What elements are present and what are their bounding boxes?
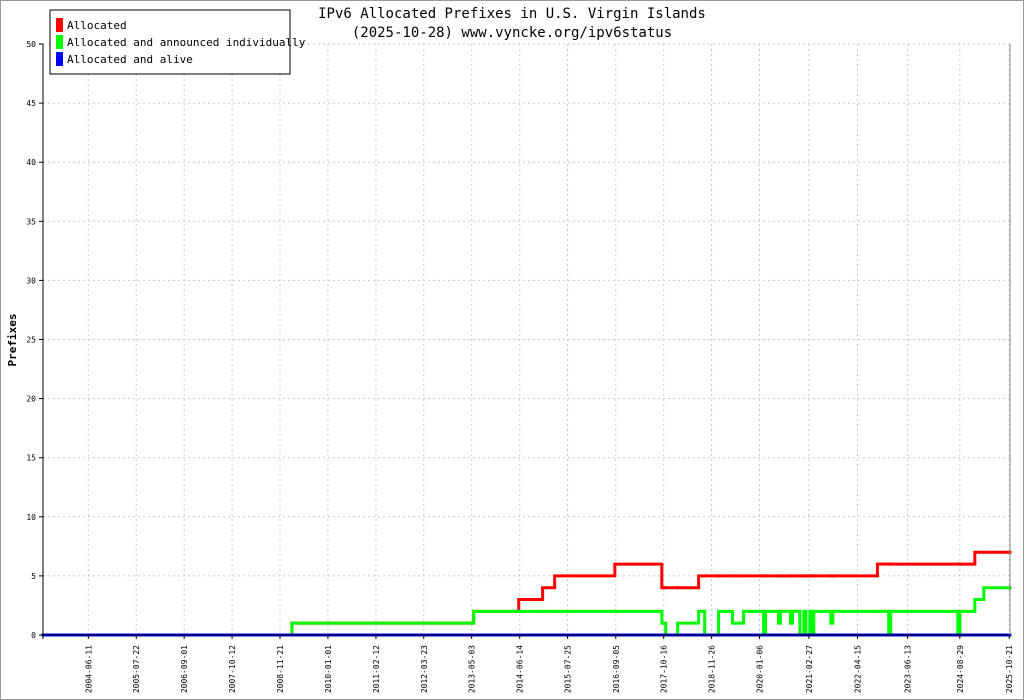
y-tick-label: 40 (26, 158, 36, 167)
x-tick-label: 2010-01-01 (324, 645, 333, 693)
x-tick-label: 2007-10-12 (228, 645, 237, 693)
x-tick-label: 2015-07-25 (564, 645, 573, 693)
axes: 0 5 10 15 20 25 30 35 40 45 50 2004-06-11 2005-07-22… (26, 40, 1014, 693)
x-tick-label: 2025-10-21 (1005, 645, 1014, 693)
x-tick-label: 2004-06-11 (84, 645, 93, 693)
y-tick-label: 25 (26, 336, 36, 345)
chart-title: IPv6 Allocated Prefixes in U.S. Virgin I… (318, 6, 706, 22)
x-tick-label: 2005-07-22 (132, 645, 141, 693)
y-tick-label: 30 (26, 276, 36, 285)
chart-subtitle: (2025-10-28) www.vyncke.org/ipv6status (352, 25, 672, 41)
x-tick-label: 2013-05-03 (468, 645, 477, 693)
x-tick-label: 2014-06-14 (516, 645, 525, 693)
y-tick-label: 45 (26, 99, 36, 108)
y-tick-label: 50 (26, 40, 36, 49)
legend-swatch (56, 52, 63, 66)
x-tick-label: 2011-02-12 (372, 645, 381, 693)
x-tick-label: 2024-08-29 (956, 645, 965, 693)
legend-box (49, 9, 291, 75)
legend-swatch (56, 35, 63, 49)
x-tick-label: 2018-11-26 (708, 645, 717, 693)
y-tick-label: 15 (26, 454, 36, 463)
x-tick-label: 2023-06-13 (904, 645, 913, 693)
y-tick-label: 5 (31, 572, 36, 581)
x-tick-label: 2008-11-21 (276, 645, 285, 693)
legend-label: Allocated (67, 19, 127, 32)
x-tick-label: 2021-02-27 (805, 645, 814, 693)
y-tick-label: 35 (26, 217, 36, 226)
legend: Allocated Allocated and announced individ… (49, 9, 306, 75)
x-tick-label: 2017-10-16 (660, 645, 669, 693)
legend-swatch (56, 18, 63, 32)
legend-label: Allocated and alive (67, 53, 193, 66)
y-tick-label: 20 (26, 395, 36, 404)
x-tick-label: 2006-09-01 (180, 645, 189, 693)
x-tick-label: 2020-01-06 (756, 645, 765, 693)
grid (43, 43, 1010, 636)
x-tick-label: 2022-04-15 (854, 645, 863, 693)
y-tick-label: 0 (31, 631, 36, 640)
x-tick-label: 2012-03-23 (420, 645, 429, 693)
legend-label: Allocated and announced individually (67, 36, 306, 49)
x-tick-label: 2016-09-05 (612, 645, 621, 693)
y-tick-label: 10 (26, 513, 36, 522)
y-axis-label: Prefixes (6, 314, 19, 367)
